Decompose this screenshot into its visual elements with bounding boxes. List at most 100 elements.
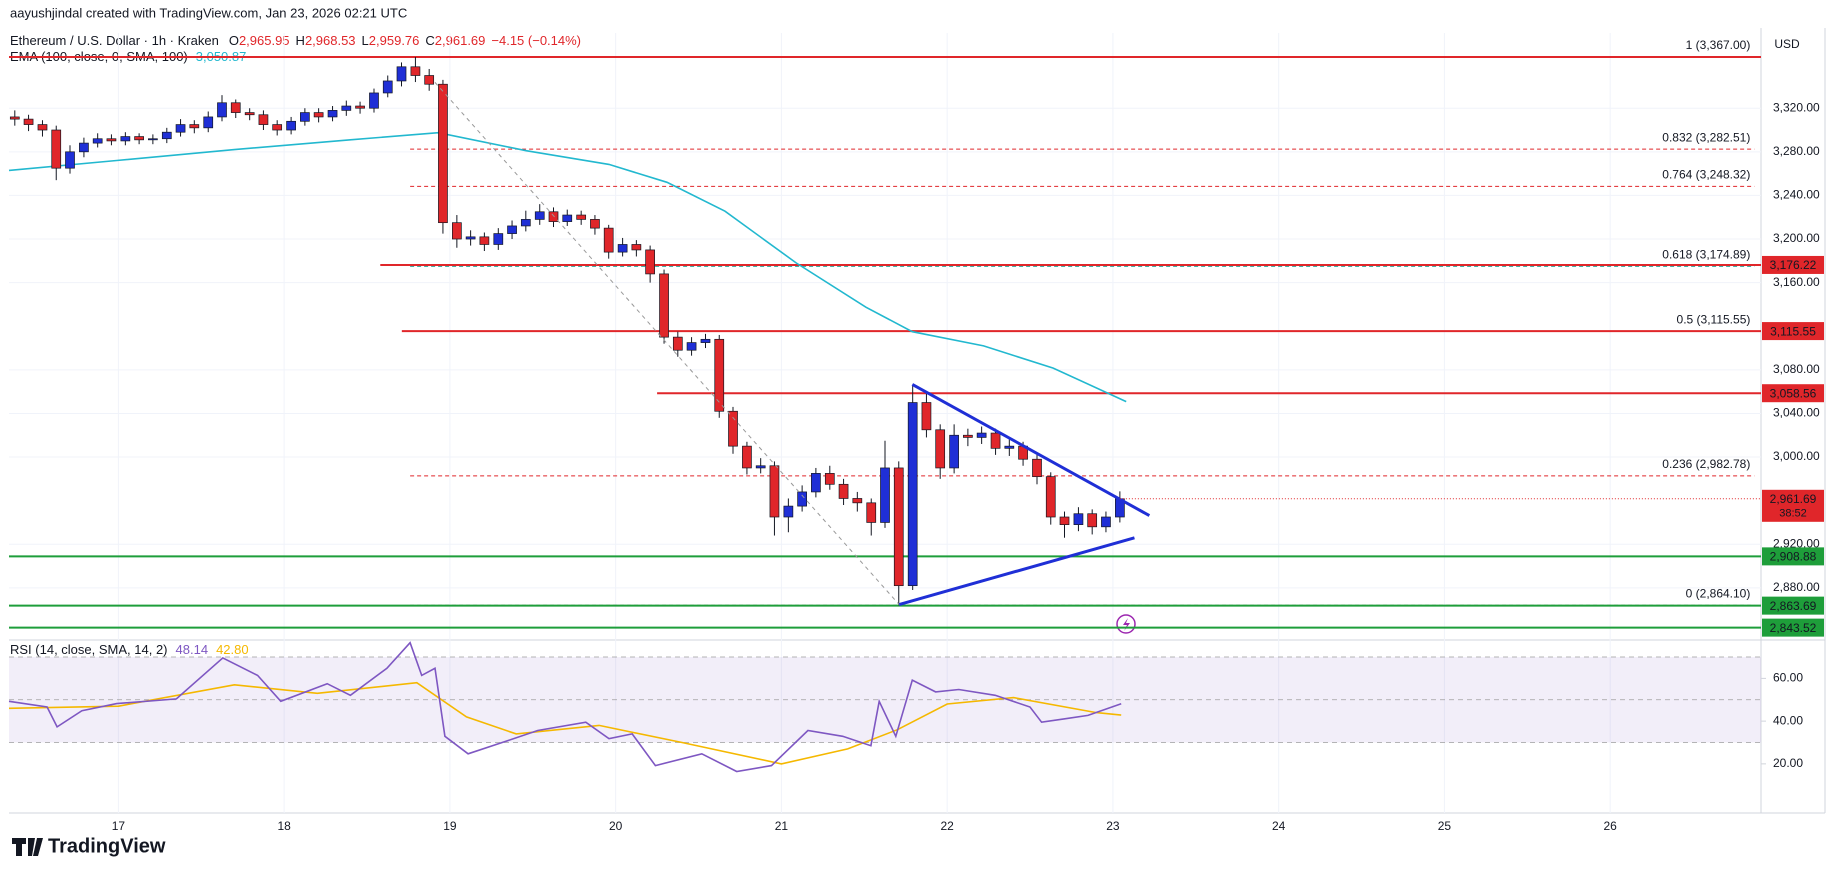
- ohlc-key: C: [425, 33, 434, 48]
- candle-body: [1073, 513, 1084, 525]
- rt-icon: [1116, 614, 1136, 634]
- candle-body: [465, 236, 476, 240]
- last-price-label: 2,961.69: [1770, 492, 1817, 506]
- candle-body: [189, 124, 200, 129]
- candle-body: [672, 336, 683, 351]
- candle-body: [590, 219, 600, 229]
- candle-body: [452, 222, 462, 240]
- candle-body: [1059, 516, 1070, 525]
- rsi-line: [8, 641, 1122, 773]
- ohlc-key: O: [229, 33, 239, 48]
- x-tick-label: 22: [940, 819, 954, 833]
- symbol-line: Ethereum / U.S. Dollar · 1h · Kraken O 2,9…: [10, 33, 581, 48]
- candle-body: [120, 136, 131, 142]
- trendline: [911, 383, 1151, 517]
- candle-body: [313, 112, 324, 118]
- symbol: Ethereum / U.S. Dollar · 1h · Kraken: [10, 33, 219, 48]
- candle-body: [548, 211, 559, 222]
- price-tag-label: 3,115.55: [1770, 324, 1816, 338]
- candle-body: [79, 142, 89, 153]
- candle-body: [300, 112, 310, 122]
- event-icon: [1116, 614, 1136, 634]
- candle-body: [258, 114, 269, 125]
- fib-label: 0.832 (3,282.51): [1662, 130, 1750, 144]
- y-tick-label: 3,240.00: [1773, 188, 1820, 202]
- candle-body: [755, 465, 766, 469]
- rsi-tick-label: 20.00: [1773, 756, 1803, 770]
- candle-body: [603, 227, 614, 253]
- price-tag: [1762, 384, 1824, 403]
- candle-body: [742, 445, 752, 469]
- candle-body: [479, 236, 490, 245]
- candle-body: [686, 342, 697, 351]
- candle-body: [355, 105, 365, 109]
- candle-body: [534, 211, 545, 220]
- price-tag-label: 3,058.56: [1770, 386, 1817, 400]
- candle-body: [161, 131, 172, 140]
- price-tag: [1762, 255, 1824, 274]
- candle-body: [949, 434, 959, 469]
- ohlc-value: 2,968.53: [305, 33, 356, 48]
- y-tick-label: 2,920.00: [1773, 536, 1820, 550]
- candle-body: [9, 116, 20, 120]
- rsi-tick-label: 40.00: [1773, 713, 1803, 727]
- candle-body: [990, 432, 1001, 449]
- x-tick-label: 21: [775, 819, 789, 833]
- candle-body: [65, 151, 75, 169]
- rsi-header: RSI (14, close, SMA, 14, 2) 48.14 42.80: [10, 642, 249, 657]
- x-tick-label: 19: [443, 819, 457, 833]
- candle-body: [976, 432, 987, 438]
- candle-body: [935, 429, 946, 469]
- candle-body: [811, 473, 821, 493]
- fib-label: 1 (3,367.00): [1686, 38, 1751, 52]
- fib-label: 0.764 (3,248.32): [1662, 168, 1750, 182]
- change: −4.15 (−0.14%): [491, 33, 581, 48]
- price-tag: [1762, 618, 1824, 637]
- candle-body: [783, 505, 794, 518]
- candle-body: [520, 219, 531, 227]
- candle-body: [880, 467, 890, 523]
- brand: TradingView: [48, 835, 166, 857]
- price-tag-label: 2,908.88: [1770, 550, 1817, 564]
- candle-body: [217, 102, 227, 118]
- candle-body: [106, 138, 117, 142]
- y-tick-label: 3,160.00: [1773, 275, 1820, 289]
- candle-body: [396, 66, 407, 82]
- x-tick-label: 26: [1603, 819, 1617, 833]
- candle-body: [576, 214, 587, 220]
- candle-body: [921, 402, 932, 431]
- logo-icon: [12, 838, 43, 856]
- candle-body: [51, 129, 62, 169]
- candle-body: [769, 465, 780, 518]
- price-tag: [1762, 322, 1824, 341]
- fib-label: 0 (2,864.10): [1686, 586, 1751, 600]
- fib-label: 0.5 (3,115.55): [1677, 312, 1751, 326]
- candle-body: [37, 124, 48, 131]
- trendline: [898, 536, 1135, 606]
- price-tag: [1762, 547, 1824, 566]
- candle-body: [175, 124, 186, 133]
- candle-body: [797, 491, 807, 507]
- candle-body: [92, 138, 103, 144]
- currency: USD: [1774, 37, 1800, 51]
- candle-body: [341, 105, 352, 111]
- y-tick-label: 3,080.00: [1773, 362, 1820, 376]
- candle-body: [244, 112, 255, 116]
- candle-body: [562, 214, 573, 222]
- x-tick-label: 24: [1272, 819, 1286, 833]
- x-tick-label: 18: [277, 819, 291, 833]
- candle-body: [700, 338, 711, 343]
- candle-body: [645, 249, 655, 275]
- candle-body: [327, 110, 338, 118]
- candle-body: [893, 467, 904, 587]
- candle-body: [728, 410, 738, 447]
- price-tag-label: 2,863.69: [1770, 599, 1817, 613]
- candle-body: [1004, 445, 1015, 449]
- price-tag-label: 3,176.22: [1770, 258, 1817, 272]
- y-tick-label: 3,000.00: [1773, 449, 1820, 463]
- x-tick-label: 23: [1106, 819, 1120, 833]
- candle-body: [493, 233, 504, 245]
- ohlc-key: H: [296, 33, 305, 48]
- price-tag: [1762, 596, 1824, 615]
